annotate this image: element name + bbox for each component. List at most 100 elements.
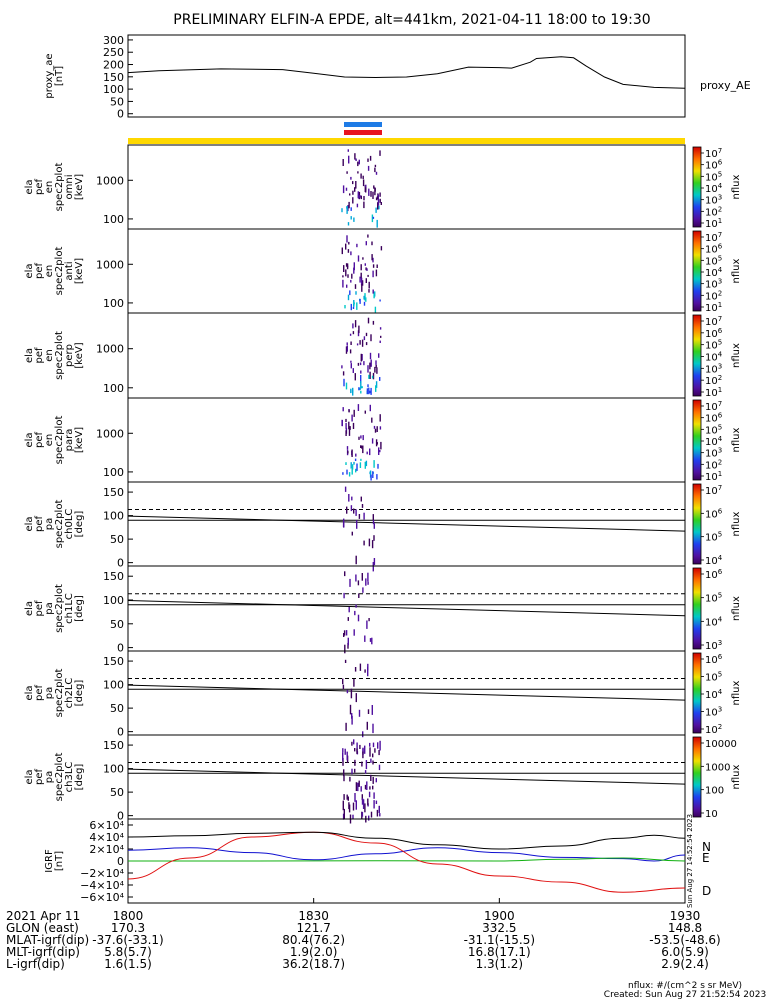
- ylabel-line: ch2LC: [64, 678, 75, 709]
- colorbar: [692, 652, 702, 734]
- flux-pixel: [376, 264, 378, 268]
- flux-pixel: [370, 774, 372, 781]
- flux-pixel: [356, 203, 359, 208]
- flux-pixel: [361, 573, 363, 581]
- flux-pixel: [350, 341, 352, 345]
- flux-pixel: [361, 445, 363, 449]
- flux-pixel: [369, 747, 371, 757]
- flux-pixel: [354, 759, 356, 766]
- flux-pixel: [375, 778, 377, 783]
- ylabel-line: en: [44, 181, 55, 194]
- ylabel-line: ela: [24, 348, 35, 363]
- ylabel-line: en: [44, 434, 55, 447]
- flux-pixel: [351, 768, 353, 775]
- flux-pixel: [379, 450, 381, 453]
- colorbar-tick-label: 105: [705, 671, 722, 684]
- ytick-label: 2×10⁴: [89, 843, 124, 856]
- flux-pixel: [355, 555, 357, 565]
- flux-pixel: [373, 460, 375, 468]
- flux-pixel: [362, 751, 364, 759]
- flux-pixel: [353, 508, 355, 514]
- flux-pixel: [342, 279, 344, 288]
- flux-pixel: [355, 453, 357, 457]
- flux-pixel: [347, 617, 349, 621]
- flux-pixel: [352, 306, 355, 309]
- flux-pixel: [373, 425, 376, 429]
- colorbar-tick-label: 104: [705, 554, 723, 567]
- flux-pixel: [356, 742, 358, 752]
- flux-pixel: [361, 761, 363, 767]
- flux-pixel: [367, 234, 369, 238]
- flux-pixel: [366, 620, 368, 629]
- colorbar-tick-label: 106: [705, 507, 723, 520]
- flux-pixel: [348, 606, 350, 613]
- panel-frame: [127, 397, 686, 483]
- flux-pixel: [367, 274, 369, 277]
- ylabel-line: [deg]: [74, 680, 85, 707]
- flux-pixel: [356, 243, 358, 248]
- colorbar-tick-label: 10: [705, 809, 718, 820]
- flux-pixel: [371, 214, 374, 223]
- flux-pixel: [369, 471, 371, 475]
- flux-pixel: [368, 188, 370, 196]
- flux-pixel: [351, 449, 353, 457]
- flux-pixel: [372, 776, 374, 784]
- colorbar-tick-label: 100: [705, 786, 724, 797]
- flux-pixel: [341, 208, 343, 213]
- flux-pixel: [342, 275, 344, 278]
- flux-pixel: [348, 494, 350, 502]
- ylabel-line: perp: [64, 344, 75, 367]
- flux-pixel: [346, 446, 349, 450]
- panel-frame: [127, 144, 686, 230]
- ytick-label: 100: [103, 466, 124, 479]
- flux-pixel: [360, 786, 362, 792]
- flux-pixel: [343, 630, 346, 636]
- flux-pixel: [346, 263, 349, 268]
- flux-pixel: [367, 663, 369, 671]
- flux-pixel: [360, 272, 362, 279]
- flux-pixel: [350, 176, 352, 180]
- flux-pixel: [365, 278, 367, 283]
- flux-pixel: [348, 409, 350, 413]
- ytick-label: 4×10⁴: [89, 831, 124, 844]
- flux-pixel: [347, 205, 349, 212]
- flux-pixel: [367, 572, 369, 582]
- flux-pixel: [373, 291, 375, 299]
- flux-pixel: [350, 216, 352, 220]
- science-zone-bar-red: [344, 130, 382, 135]
- flux-pixel: [364, 263, 366, 266]
- flux-pixel: [372, 372, 375, 380]
- flux-pixel: [342, 407, 344, 412]
- flux-pixel: [351, 273, 353, 279]
- flux-pixel: [350, 462, 352, 469]
- flux-pixel: [352, 331, 355, 335]
- flux-pixel: [355, 800, 357, 810]
- flux-pixel: [346, 235, 348, 243]
- flux-pixel: [346, 469, 348, 475]
- flux-pixel: [375, 364, 377, 368]
- colorbar-label: nflux: [731, 174, 742, 199]
- ylabel-line: pef: [34, 516, 45, 533]
- axis-row-value: 1930: [670, 909, 701, 923]
- ytick-label: 50: [110, 533, 124, 546]
- flux-pixel: [354, 610, 356, 616]
- flux-pixel: [344, 305, 346, 309]
- legend-e: E: [702, 851, 710, 865]
- flux-pixel: [357, 330, 360, 337]
- flux-pixel: [372, 320, 375, 325]
- flux-pixel: [361, 339, 364, 347]
- flux-pixel: [358, 514, 361, 519]
- flux-pixel: [367, 365, 369, 373]
- flux-pixel: [353, 217, 355, 222]
- flux-pixel: [367, 384, 369, 388]
- flux-pixel: [366, 388, 369, 395]
- flux-pixel: [368, 618, 370, 622]
- ylabel-line: [nT]: [54, 66, 65, 86]
- flux-pixel: [372, 753, 374, 758]
- colorbar-tick-label: 101: [705, 301, 722, 314]
- axis-row-value: 36.2(18.7): [282, 957, 345, 971]
- ylabel-line: spec2plot: [54, 753, 65, 802]
- flux-pixel: [372, 742, 375, 748]
- flux-pixel: [368, 387, 370, 395]
- flux-pixel: [349, 193, 351, 196]
